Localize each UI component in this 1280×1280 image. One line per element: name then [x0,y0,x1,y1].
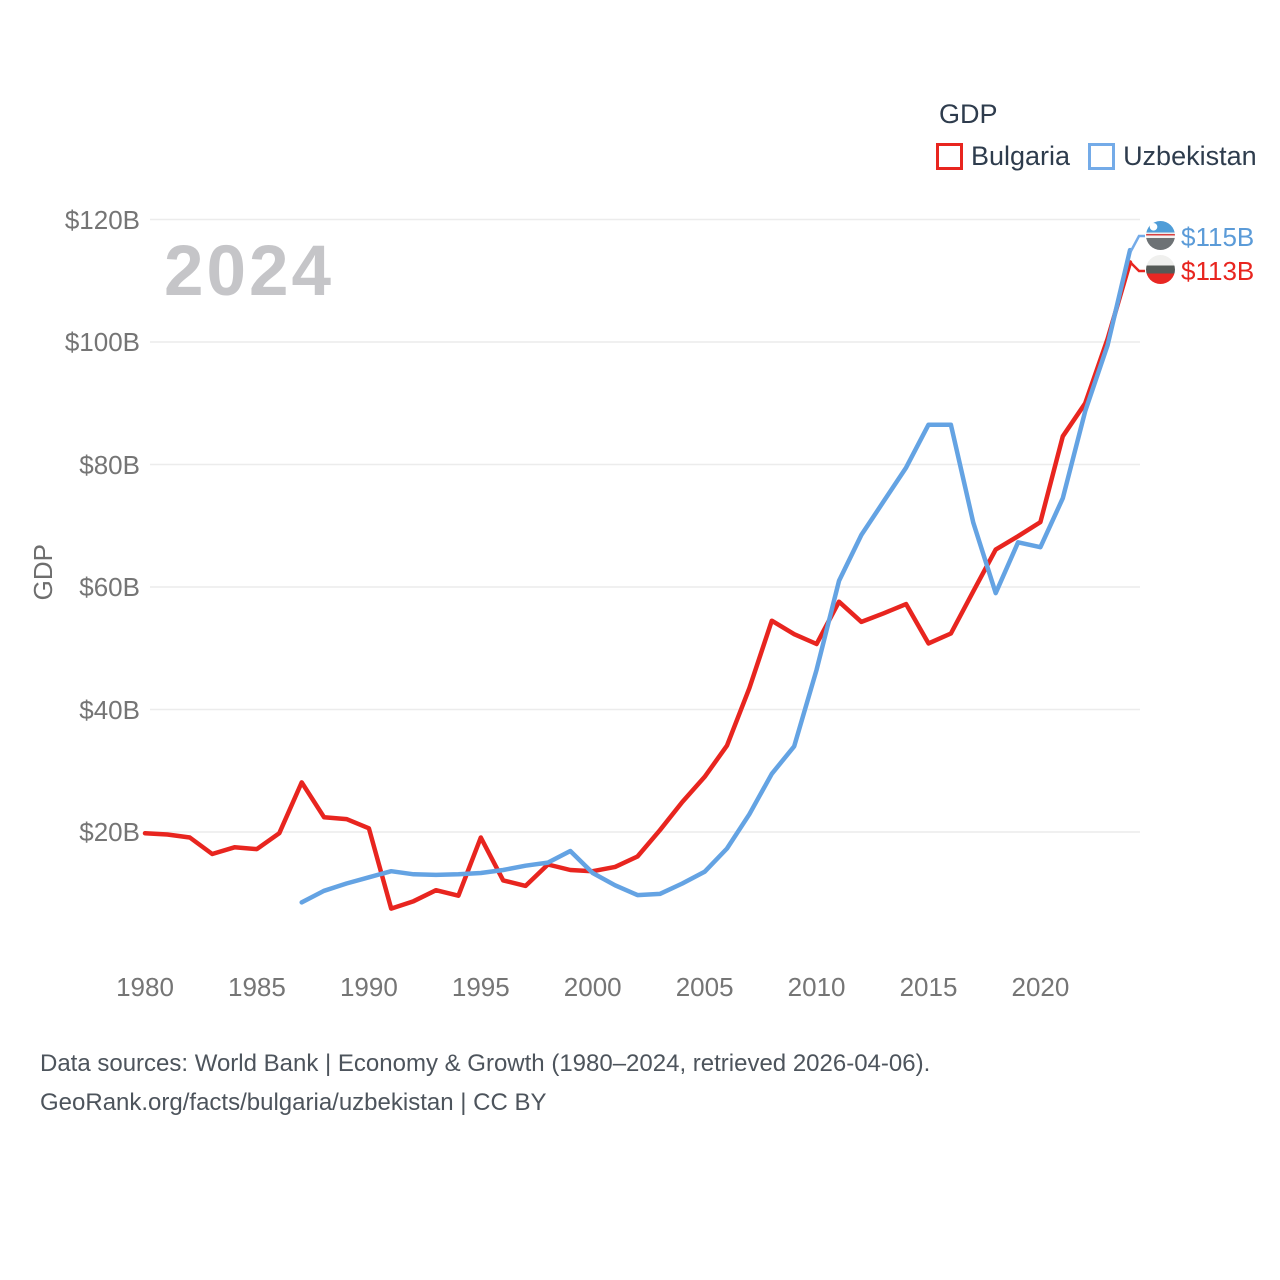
gridlines [150,218,1140,833]
x-tick-label: 2020 [1011,972,1070,1002]
x-tick-label: 2005 [675,972,734,1002]
x-tick-label: 2015 [899,972,958,1002]
uzbekistan-line [299,247,1133,905]
uzbekistan-end-value: $115B [1181,222,1255,252]
legend-item-bulgaria[interactable]: Bulgaria [936,141,1070,172]
footer: Data sources: World Bank | Economy & Gro… [40,1044,930,1122]
x-tick-label: 2010 [787,972,846,1002]
x-tick-label: 1990 [339,972,398,1002]
year-watermark: 2024 [164,232,334,311]
legend-item-uzbekistan[interactable]: Uzbekistan [1088,141,1257,172]
x-tick-label: 1995 [451,972,510,1002]
bulgaria-end-value: $113B [1181,256,1255,286]
bulgaria-flag-icon [1146,255,1175,284]
y-tick-label: $120B [64,204,140,235]
uzbekistan-label-connector [1129,234,1145,252]
uzbekistan-swatch-icon [1088,143,1116,170]
y-tick-label: $40B [79,694,140,725]
uzbekistan-flag-icon [1146,221,1175,250]
legend-label-uzbekistan: Uzbekistan [1123,141,1257,171]
x-tick-label: 1980 [116,972,174,1002]
y-tick-label: $20B [79,817,140,847]
x-tick-label: 1985 [228,972,286,1002]
y-tick-label: $100B [64,327,140,357]
y-tick-label: $60B [79,572,140,602]
bulgaria-label-connector [1130,262,1145,273]
y-tick-label: $80B [79,449,140,480]
legend-title: GDP [939,99,998,129]
bulgaria-line [142,260,1133,911]
footer-attribution[interactable]: GeoRank.org/facts/bulgaria/uzbekistan | … [40,1089,547,1116]
bulgaria-swatch-icon [936,143,963,170]
legend-label-bulgaria: Bulgaria [971,141,1071,171]
legend: Bulgaria Uzbekistan [936,141,1257,172]
footer-sources: Data sources: World Bank | Economy & Gro… [40,1050,931,1077]
x-tick-label: 2000 [563,972,622,1002]
